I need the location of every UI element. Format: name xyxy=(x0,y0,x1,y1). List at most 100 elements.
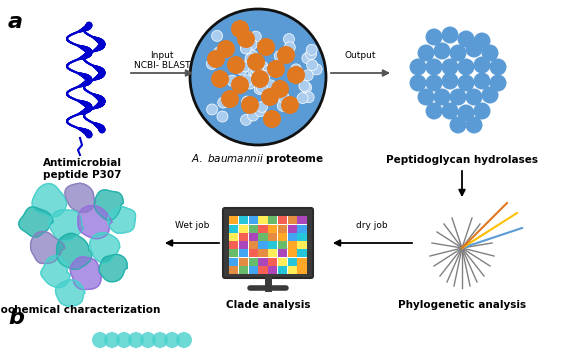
Circle shape xyxy=(140,332,156,348)
Circle shape xyxy=(433,42,451,60)
Circle shape xyxy=(241,42,252,53)
Circle shape xyxy=(250,31,261,42)
Circle shape xyxy=(212,30,223,41)
Circle shape xyxy=(92,332,108,348)
Circle shape xyxy=(307,60,318,71)
Polygon shape xyxy=(90,232,120,263)
Circle shape xyxy=(442,103,459,119)
Circle shape xyxy=(214,47,225,58)
Text: a: a xyxy=(8,12,23,32)
Circle shape xyxy=(217,40,235,58)
Circle shape xyxy=(251,70,269,88)
Bar xyxy=(278,266,287,274)
Circle shape xyxy=(287,66,305,84)
Polygon shape xyxy=(30,231,65,263)
Circle shape xyxy=(254,84,265,95)
Circle shape xyxy=(474,56,491,73)
Bar xyxy=(259,241,268,249)
Circle shape xyxy=(257,38,275,56)
Circle shape xyxy=(262,42,273,53)
Polygon shape xyxy=(108,206,135,234)
Text: Phylogenetic analysis: Phylogenetic analysis xyxy=(398,300,526,310)
Bar xyxy=(229,216,307,274)
Polygon shape xyxy=(41,256,70,287)
Bar xyxy=(268,216,278,224)
Circle shape xyxy=(457,104,474,121)
Circle shape xyxy=(418,88,434,105)
Circle shape xyxy=(259,70,270,81)
Text: NCBI- BLAST: NCBI- BLAST xyxy=(134,61,191,70)
Circle shape xyxy=(176,332,192,348)
Circle shape xyxy=(248,108,260,119)
Bar xyxy=(297,224,307,232)
Circle shape xyxy=(256,101,268,112)
Bar xyxy=(268,266,278,274)
Bar xyxy=(288,266,297,274)
Polygon shape xyxy=(70,257,101,290)
Circle shape xyxy=(247,50,257,61)
Bar xyxy=(259,258,268,266)
Circle shape xyxy=(457,74,474,92)
Bar xyxy=(259,233,268,241)
Circle shape xyxy=(410,58,427,76)
Bar xyxy=(288,258,297,266)
Bar xyxy=(268,250,278,258)
Bar xyxy=(248,233,258,241)
Circle shape xyxy=(490,58,506,76)
Circle shape xyxy=(226,75,238,86)
Bar xyxy=(278,233,287,241)
Bar xyxy=(259,216,268,224)
Circle shape xyxy=(242,41,253,52)
Polygon shape xyxy=(32,184,67,217)
Circle shape xyxy=(301,82,312,93)
Circle shape xyxy=(253,76,264,87)
Circle shape xyxy=(474,32,491,49)
Circle shape xyxy=(231,20,249,38)
Bar xyxy=(229,216,238,224)
Circle shape xyxy=(442,26,459,44)
Circle shape xyxy=(255,106,266,117)
Bar xyxy=(297,233,307,241)
Circle shape xyxy=(281,96,299,114)
Circle shape xyxy=(457,31,474,47)
Circle shape xyxy=(271,66,283,77)
Bar xyxy=(288,250,297,258)
Circle shape xyxy=(250,73,261,84)
Circle shape xyxy=(261,88,279,106)
Bar xyxy=(278,250,287,258)
Circle shape xyxy=(128,332,144,348)
Circle shape xyxy=(245,53,256,64)
Polygon shape xyxy=(57,234,92,269)
Bar xyxy=(278,216,287,224)
Circle shape xyxy=(227,56,245,74)
Circle shape xyxy=(450,88,466,105)
Circle shape xyxy=(450,45,466,62)
Circle shape xyxy=(244,78,255,89)
Circle shape xyxy=(241,96,259,114)
Text: dry job: dry job xyxy=(356,221,388,230)
Circle shape xyxy=(104,332,120,348)
Circle shape xyxy=(242,75,253,86)
Bar xyxy=(239,266,248,274)
Circle shape xyxy=(190,9,326,145)
Circle shape xyxy=(482,87,498,103)
Circle shape xyxy=(442,72,459,89)
Circle shape xyxy=(457,58,474,76)
Bar xyxy=(297,216,307,224)
Circle shape xyxy=(442,58,459,76)
Circle shape xyxy=(247,110,259,121)
Circle shape xyxy=(231,76,249,94)
Circle shape xyxy=(207,104,217,115)
Circle shape xyxy=(248,66,259,77)
Text: Wet job: Wet job xyxy=(175,221,209,230)
Circle shape xyxy=(271,80,289,98)
Polygon shape xyxy=(56,280,85,306)
Polygon shape xyxy=(99,254,127,282)
Bar xyxy=(239,250,248,258)
Circle shape xyxy=(278,92,289,103)
Circle shape xyxy=(450,117,466,134)
Circle shape xyxy=(490,74,506,92)
Circle shape xyxy=(291,64,302,75)
Polygon shape xyxy=(78,206,112,239)
Circle shape xyxy=(277,100,288,111)
